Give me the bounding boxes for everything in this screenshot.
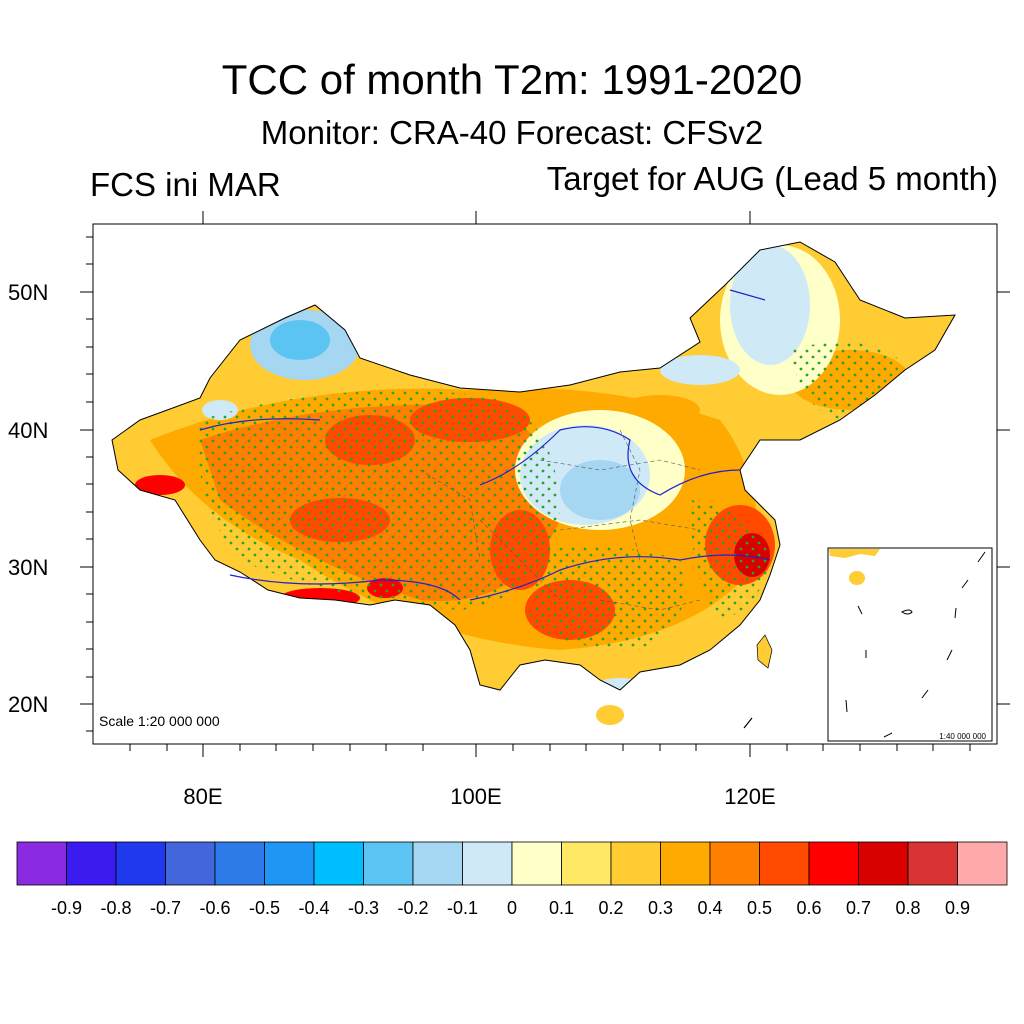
colorbar-swatch (412, 841, 463, 886)
colorbar-tick-label: -0.9 (51, 898, 82, 918)
colorbar-tick-label: 0.1 (549, 898, 574, 918)
colorbar-tick-label: -0.1 (447, 898, 478, 918)
colorbar-tick-label: 0.4 (697, 898, 722, 918)
longitude-labels: 80E 100E 120E (183, 784, 775, 809)
lon-label: 120E (724, 784, 775, 809)
hainan-island (596, 705, 624, 725)
colorbar-tick-label: -0.3 (348, 898, 379, 918)
chart-title: TCC of month T2m: 1991-2020 (221, 56, 803, 103)
lon-label: 100E (450, 784, 501, 809)
colorbar-swatch (115, 841, 166, 886)
dash-line-segment (743, 717, 753, 729)
lat-label: 50N (8, 280, 48, 305)
colorbar-swatch (907, 841, 958, 886)
colorbar-tick-label: 0.5 (747, 898, 772, 918)
rivers (199, 289, 771, 601)
colorbar (16, 841, 1008, 886)
colorbar-swatch (808, 841, 859, 886)
init-month-label: FCS ini MAR (90, 166, 281, 203)
colorbar-swatch (16, 841, 67, 886)
chart-subtitle: Monitor: CRA-40 Forecast: CFSv2 (260, 114, 764, 151)
taiwan-island (756, 634, 773, 669)
colorbar-swatch (759, 841, 810, 886)
colorbar-tick-label: 0.8 (895, 898, 920, 918)
colorbar-swatch (957, 841, 1008, 886)
colorbar-swatch (66, 841, 117, 886)
colorbar-swatch (264, 841, 315, 886)
colorbar-tick-label: -0.8 (100, 898, 131, 918)
colorbar-tick-label: 0.2 (598, 898, 623, 918)
colorbar-tick-label: 0 (507, 898, 517, 918)
colorbar-tick-label: 0.9 (945, 898, 970, 918)
colorbar-swatch (214, 841, 265, 886)
inset-scale-label: 1:40 000 000 (939, 732, 986, 741)
colorbar-tick-label: -0.4 (298, 898, 329, 918)
colorbar-swatch (363, 841, 414, 886)
scale-label: Scale 1:20 000 000 (99, 713, 220, 729)
colorbar-swatch (660, 841, 711, 886)
colorbar-swatch (610, 841, 661, 886)
colorbar-swatch (462, 841, 513, 886)
province-borders (419, 429, 701, 611)
colorbar-swatch (511, 841, 562, 886)
colorbar-tick-label: 0.3 (648, 898, 673, 918)
colorbar-swatch (709, 841, 760, 886)
latitude-labels: 50N 40N 30N 20N (8, 280, 48, 717)
lon-label: 80E (183, 784, 222, 809)
target-month-label: Target for AUG (Lead 5 month) (546, 160, 998, 197)
colorbar-tick-label: 0.6 (796, 898, 821, 918)
colorbar-tick-label: -0.5 (249, 898, 280, 918)
lat-label: 40N (8, 418, 48, 443)
lat-label: 20N (8, 692, 48, 717)
colorbar-labels: -0.9 -0.8 -0.7 -0.6 -0.5 -0.4 -0.3 -0.2 -0.1 0 0.1… (51, 898, 970, 918)
lat-label: 30N (8, 555, 48, 580)
colorbar-tick-label: 0.7 (846, 898, 871, 918)
colorbar-swatch (561, 841, 612, 886)
colorbar-tick-label: -0.6 (199, 898, 230, 918)
south-china-sea-inset: 1:40 000 000 (827, 547, 993, 742)
colorbar-tick-label: -0.7 (150, 898, 181, 918)
colorbar-swatch (858, 841, 909, 886)
colorbar-tick-label: -0.2 (397, 898, 428, 918)
axis-ticks (80, 211, 1010, 757)
colorbar-swatch (313, 841, 364, 886)
colorbar-swatch (165, 841, 216, 886)
